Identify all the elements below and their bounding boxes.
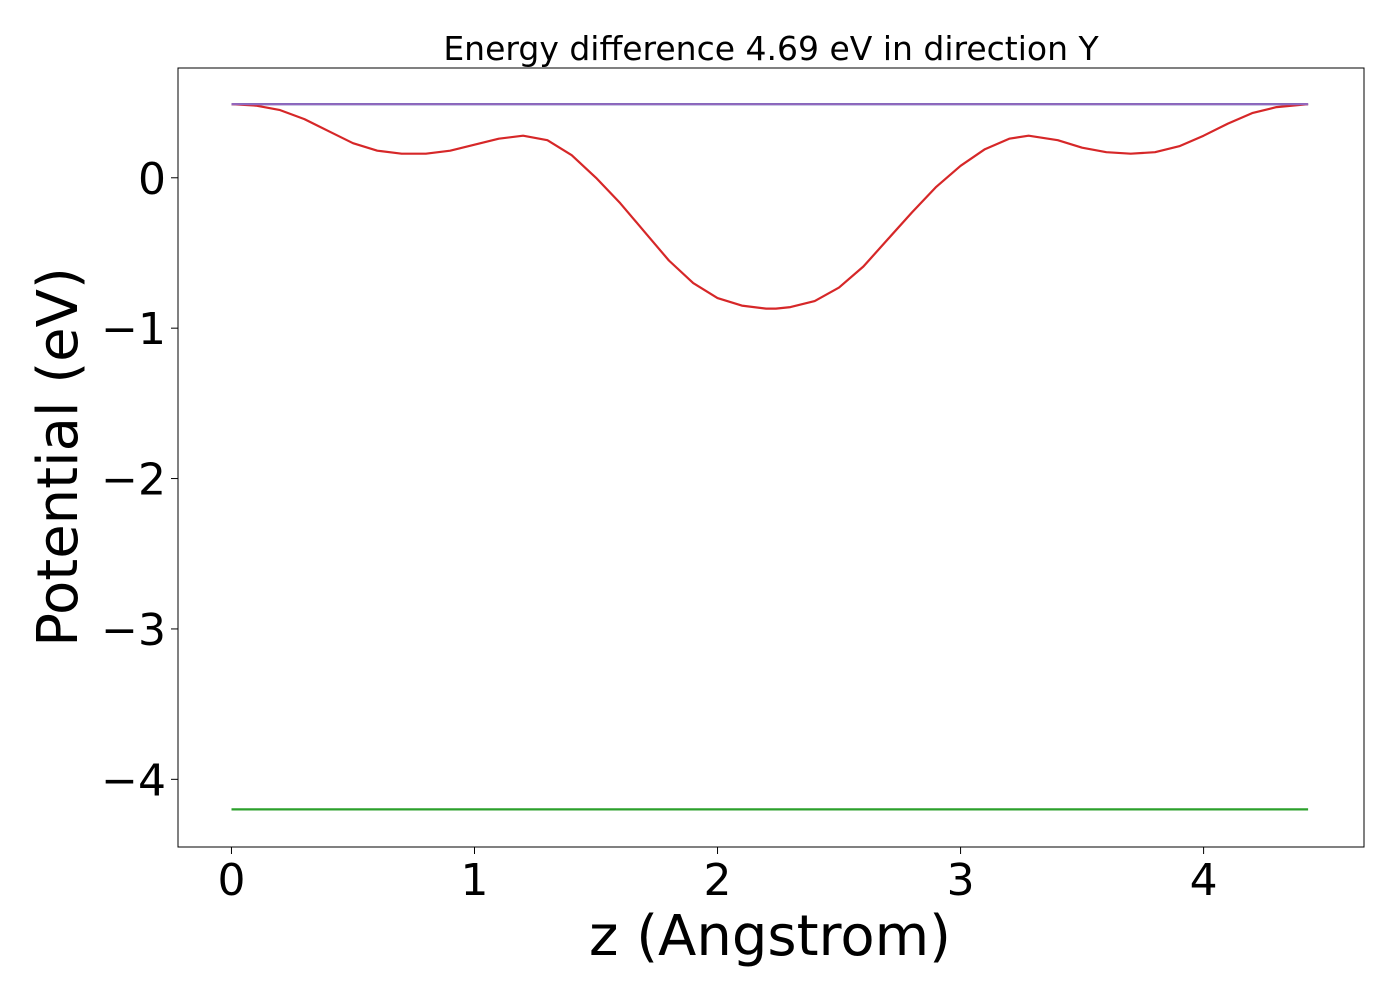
y-axis-label: Potential (eV) xyxy=(26,267,91,647)
x-tick-label: 1 xyxy=(461,855,489,906)
x-axis-label: z (Angstrom) xyxy=(589,904,951,969)
y-axis: 0 −1 −2 −3 −4 xyxy=(101,154,178,806)
series-line-3 xyxy=(231,103,1309,310)
y-tick-label: 0 xyxy=(138,154,166,205)
plot-area xyxy=(177,67,1365,848)
x-tick-label: 2 xyxy=(704,855,732,906)
x-tick-label: 0 xyxy=(217,855,245,906)
y-tick-label: −1 xyxy=(101,304,166,355)
x-tick-label: 4 xyxy=(1190,855,1218,906)
y-tick-label: −4 xyxy=(101,755,166,806)
chart-title: Energy difference 4.69 eV in direction Y xyxy=(443,29,1099,68)
axes-frame xyxy=(177,67,1365,848)
series-layer xyxy=(231,103,1309,811)
x-tick-label: 3 xyxy=(947,855,975,906)
x-axis: 0 1 2 3 4 xyxy=(217,847,1218,906)
y-tick-label: −3 xyxy=(101,605,166,656)
y-tick-label: −2 xyxy=(101,455,166,506)
